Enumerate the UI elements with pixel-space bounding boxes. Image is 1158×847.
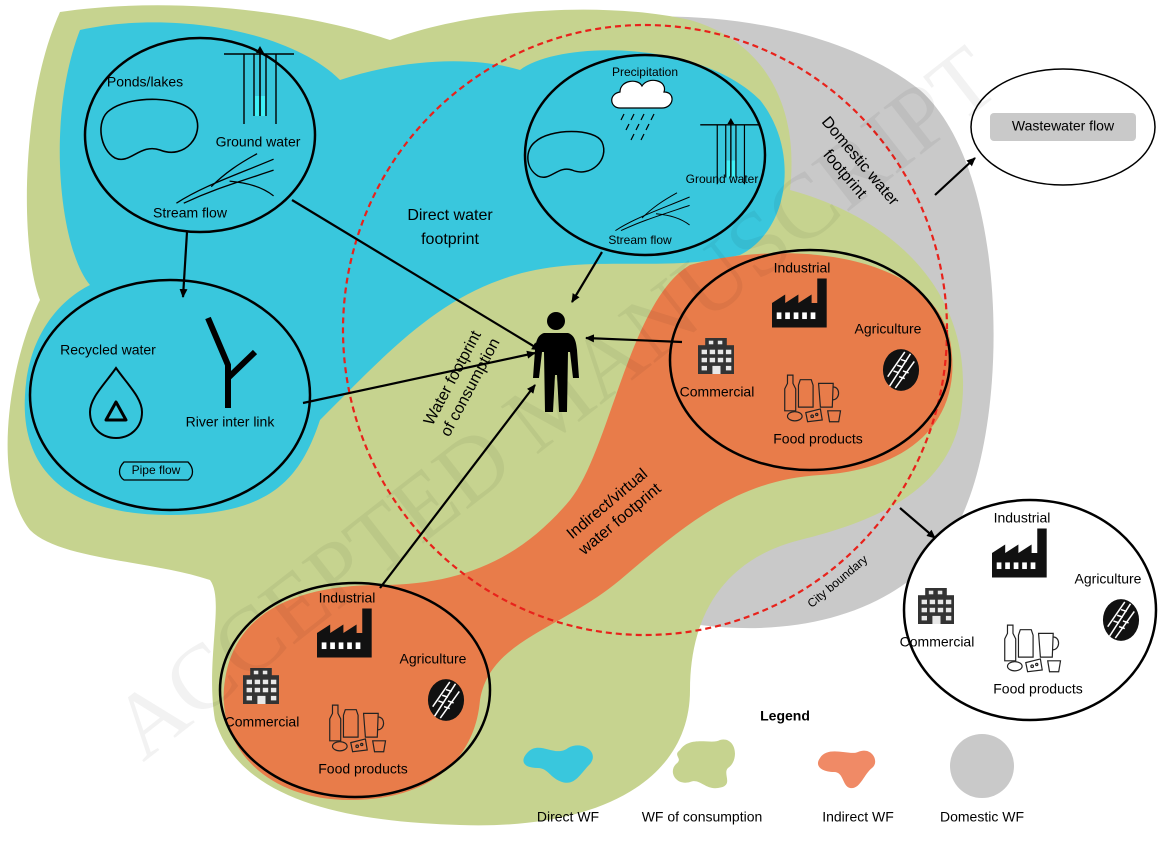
legend-swatch <box>673 740 735 789</box>
source-label: Recycled water <box>60 342 156 358</box>
source-label: Precipitation <box>612 65 678 79</box>
legend-swatch <box>818 751 875 788</box>
legend-label: Domestic WF <box>940 809 1024 825</box>
sector-label: Agriculture <box>855 321 922 337</box>
wastewater-label: Wastewater flow <box>1012 118 1115 134</box>
diagram: Wastewater flow Ponds/lakes Ground water… <box>0 0 1158 842</box>
source-label: Stream flow <box>608 233 672 247</box>
source-label: Ground water <box>216 134 301 150</box>
sector-label: Food products <box>773 431 863 447</box>
region-label: footprint <box>421 231 479 248</box>
source-label: Stream flow <box>153 205 228 221</box>
sector-label: Commercial <box>680 384 755 400</box>
region-label: Direct water <box>407 207 493 224</box>
sector-label: Agriculture <box>400 651 467 667</box>
legend-title: Legend <box>760 708 810 724</box>
sector-label: Industrial <box>994 510 1051 526</box>
sector-label: Agriculture <box>1075 571 1142 587</box>
sector-label: Commercial <box>225 714 300 730</box>
legend-label: Direct WF <box>537 809 599 825</box>
sector-label: Commercial <box>900 634 975 650</box>
legend-swatch <box>950 734 1014 798</box>
legend-label: WF of consumption <box>642 809 763 825</box>
source-label: Ground water <box>686 172 759 186</box>
legend-label: Indirect WF <box>822 809 894 825</box>
source-label: Ponds/lakes <box>107 74 183 90</box>
source-label: River inter link <box>186 414 276 430</box>
wheat-icon <box>883 349 919 391</box>
source-label: Pipe flow <box>132 463 181 477</box>
sector-label: Food products <box>993 681 1083 697</box>
wheat-icon <box>1103 599 1139 641</box>
wheat-icon <box>428 679 464 721</box>
sector-label: Food products <box>318 761 408 777</box>
